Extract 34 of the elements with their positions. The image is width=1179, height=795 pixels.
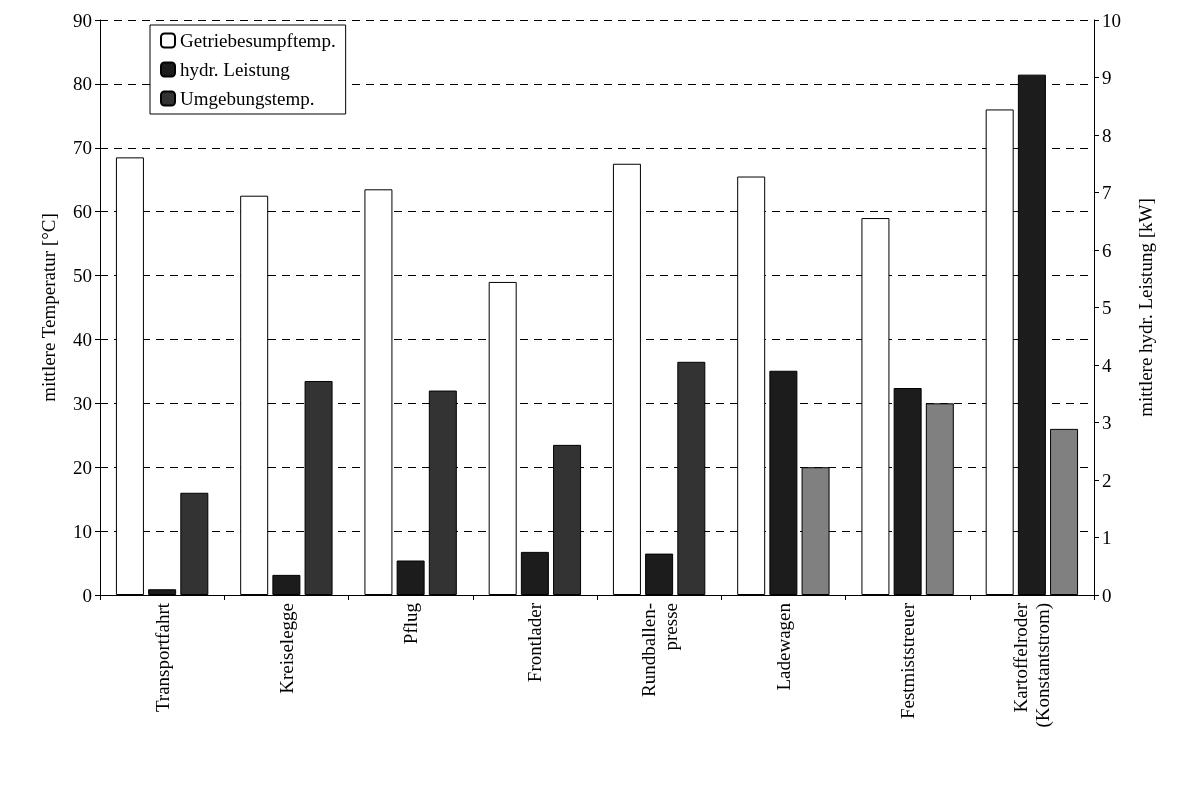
x-tick-label: Ladewagen: [772, 602, 794, 691]
y2-tick-label: 6: [1102, 239, 1112, 261]
y2-tick-label: 4: [1102, 354, 1112, 376]
y2-tick-label: 8: [1102, 124, 1112, 146]
x-tick-label: Rundballen- presse: [637, 603, 681, 697]
x-tick-label: Festmiststreuer: [897, 602, 919, 720]
y-tick-label: 50: [73, 265, 92, 287]
y2-tick-label: 5: [1102, 297, 1112, 318]
y2-tick-label: 0: [1102, 584, 1112, 606]
y-axis-title: mittlere Temperatur [°C]: [38, 213, 59, 402]
y2-tick-label: 3: [1102, 412, 1112, 433]
y-tick-label: 40: [73, 328, 92, 350]
y-tick-label: 0: [82, 584, 92, 606]
y-tick-label: 10: [73, 520, 92, 542]
y-tick-label: 80: [73, 73, 92, 95]
legend-label: Getriebesumpftemp.: [180, 30, 336, 51]
y2-tick-label: 9: [1102, 67, 1112, 88]
y2-axis-title: mittlere hydr. Leistung [kW]: [1135, 198, 1156, 417]
x-tick-label: Pflug: [400, 602, 422, 645]
x-tick-label: Kartoffelroder (Konstantstrom): [1010, 602, 1055, 728]
y-tick-label: 70: [73, 137, 92, 159]
y2-tick-label: 2: [1102, 469, 1112, 491]
y2-tick-label: 1: [1102, 527, 1112, 548]
y-tick-label: 60: [73, 201, 92, 223]
y-tick-label: 30: [73, 392, 92, 414]
y2-tick-label: 7: [1102, 182, 1112, 203]
y-tick-label: 90: [73, 9, 92, 31]
legend-label: Umgebungstemp.: [180, 88, 315, 109]
x-tick-label: Frontlader: [524, 602, 546, 683]
y-tick-label: 20: [73, 456, 92, 478]
y2-tick-label: 10: [1102, 9, 1121, 31]
x-tick-label: Transportfahrt: [151, 602, 173, 713]
legend-label: hydr. Leistung: [180, 59, 291, 80]
x-tick-label: Kreiselegge: [275, 603, 297, 694]
